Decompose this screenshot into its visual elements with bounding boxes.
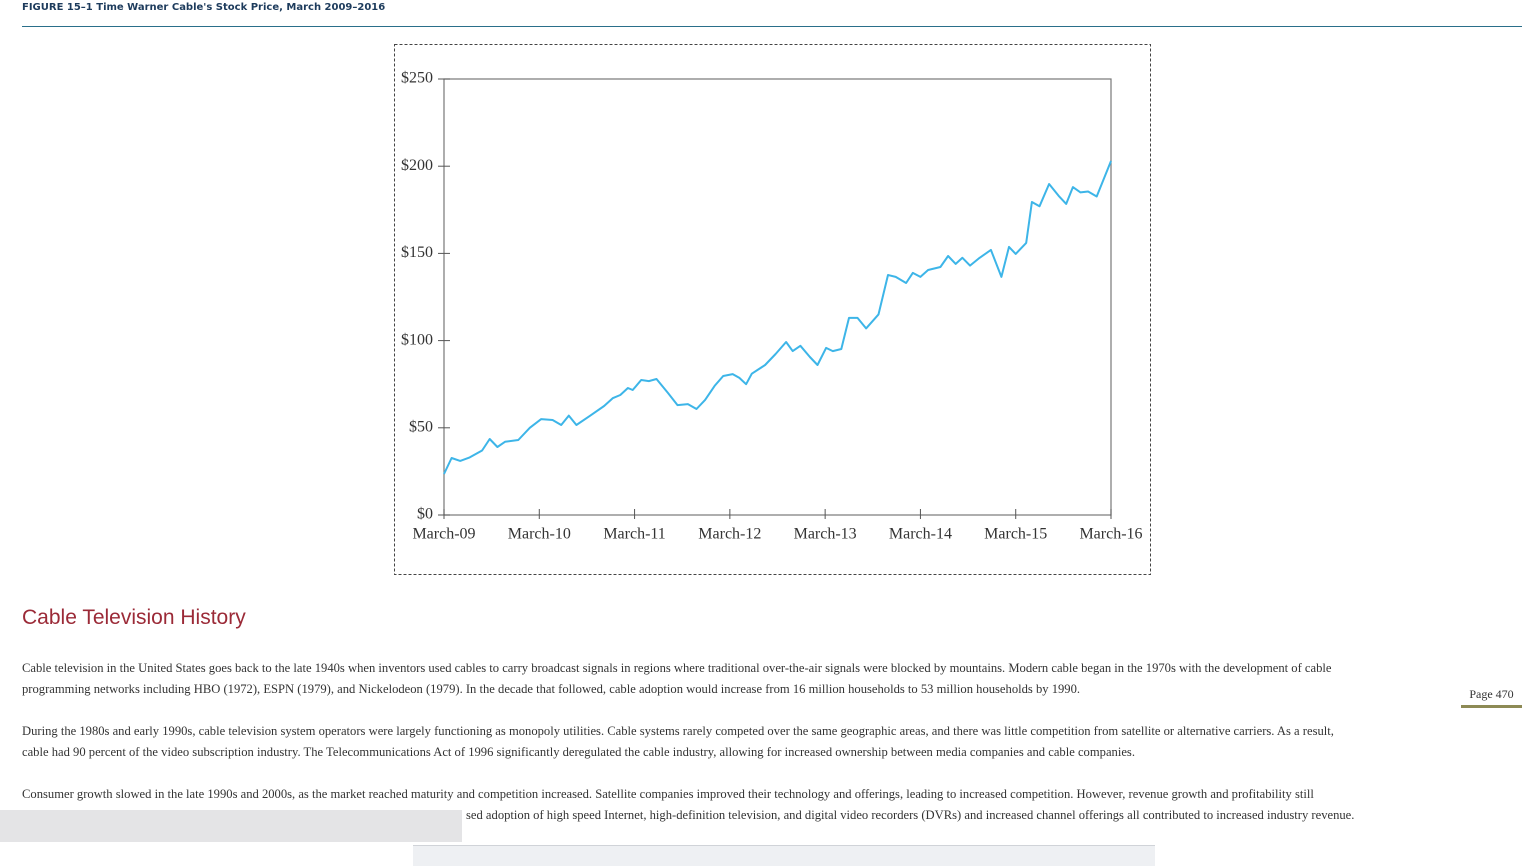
x-tick-label: March-12 [698, 526, 761, 543]
x-tick-label: March-14 [889, 526, 952, 543]
taskbar [413, 845, 1155, 866]
x-tick-label: March-13 [794, 526, 857, 543]
y-tick-label: $150 [401, 244, 433, 261]
y-tick-label: $100 [401, 331, 433, 348]
text-line: During the 1980s and early 1990s, cable … [22, 724, 1334, 738]
y-tick-label: $0 [417, 506, 433, 523]
chart: $0 $50 $100 $150 $200 $250 March-09 March-10 Mar… [394, 44, 1151, 575]
section-title: Cable Television History [22, 606, 246, 629]
x-tick-label: March-09 [412, 526, 475, 543]
x-tick-label: March-10 [508, 526, 571, 543]
x-tick-label: March-16 [1079, 526, 1142, 543]
figure-frame [394, 44, 1151, 575]
rule [22, 26, 1522, 27]
page-label: Page 470 [1461, 683, 1522, 708]
x-tick-label: March-11 [603, 526, 666, 543]
text-line: Consumer growth slowed in the late 1990s… [22, 787, 1314, 801]
overlay [0, 810, 462, 842]
text-line: sed adoption of high speed Internet, hig… [466, 808, 1355, 822]
x-tick-label: March-15 [984, 526, 1047, 543]
plot-frame [443, 78, 1112, 516]
figure-caption: FIGURE 15–1 Time Warner Cable's Stock Pr… [22, 2, 386, 13]
y-tick-label: $50 [409, 418, 433, 435]
text-line: Cable television in the United States go… [22, 661, 1332, 675]
y-tick-label: $250 [401, 70, 433, 87]
price-line [443, 160, 1112, 475]
text-line: programming networks including HBO (1972… [22, 682, 1081, 696]
text-line: cable had 90 percent of the video subscr… [22, 745, 1135, 759]
y-tick-label: $200 [401, 157, 433, 174]
